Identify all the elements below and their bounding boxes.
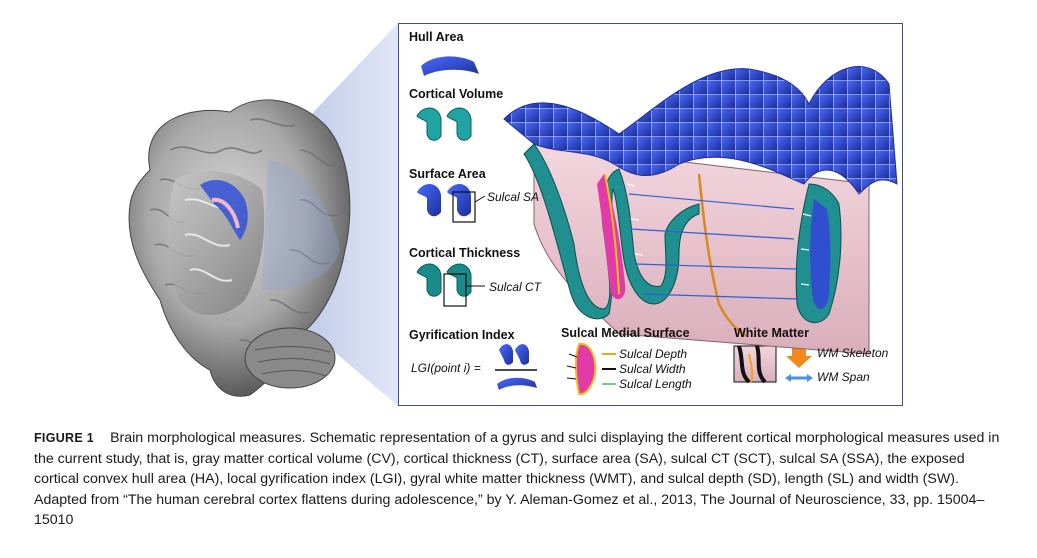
lgi-formula-icon — [495, 344, 537, 390]
cerebellum-folia — [254, 345, 331, 377]
wm-legend-arrows — [785, 346, 813, 382]
wm-skeleton-label: WM Skeleton — [817, 346, 889, 360]
sulcal-legend-arrows — [602, 353, 616, 385]
measures-panel: Hull Area Cortical Volume Surface Area S… — [398, 23, 903, 406]
span-arrows — [628, 193, 800, 300]
hull-area-icon — [421, 56, 479, 76]
lgi-formula-label: LGI(point i) = — [411, 361, 481, 375]
measures-graphics — [416, 56, 898, 396]
surface-area-icon — [417, 184, 486, 223]
gyrification-index-label: Gyrification Index — [409, 328, 515, 342]
brain-illustration — [128, 23, 398, 406]
cortical-volume-label: Cortical Volume — [409, 87, 504, 101]
sulcal-length-label: Sulcal Length — [619, 377, 692, 391]
sulcal-sa-label: Sulcal SA — [487, 190, 540, 204]
cortical-thickness-label: Cortical Thickness — [409, 246, 521, 260]
thickness-ticks — [626, 183, 812, 286]
cortical-thickness-icon — [416, 263, 485, 307]
caption-text: Brain morphological measures. Schematic … — [34, 430, 1000, 528]
figure: Hull Area Cortical Volume Surface Area S… — [128, 23, 903, 406]
white-matter-label: White Matter — [734, 326, 809, 340]
sulcal-medial-surface-label: Sulcal Medial Surface — [561, 326, 690, 340]
white-matter-icon — [733, 345, 777, 384]
wm-span-label: WM Span — [817, 370, 870, 384]
gyrus-block — [503, 66, 898, 355]
surface-area-label: Surface Area — [409, 167, 486, 181]
sulcal-depth-label: Sulcal Depth — [619, 347, 688, 361]
hull-area-label: Hull Area — [409, 30, 464, 44]
figure-caption: FIGURE 1 Brain morphological measures. Sc… — [34, 428, 1009, 531]
sulcal-ct-label: Sulcal CT — [489, 280, 542, 294]
cortical-volume-icon — [416, 107, 472, 141]
sulcal-width-label: Sulcal Width — [619, 362, 686, 376]
figure-id: FIGURE 1 — [34, 431, 95, 445]
sulcal-medial-surface-icon — [566, 342, 597, 396]
